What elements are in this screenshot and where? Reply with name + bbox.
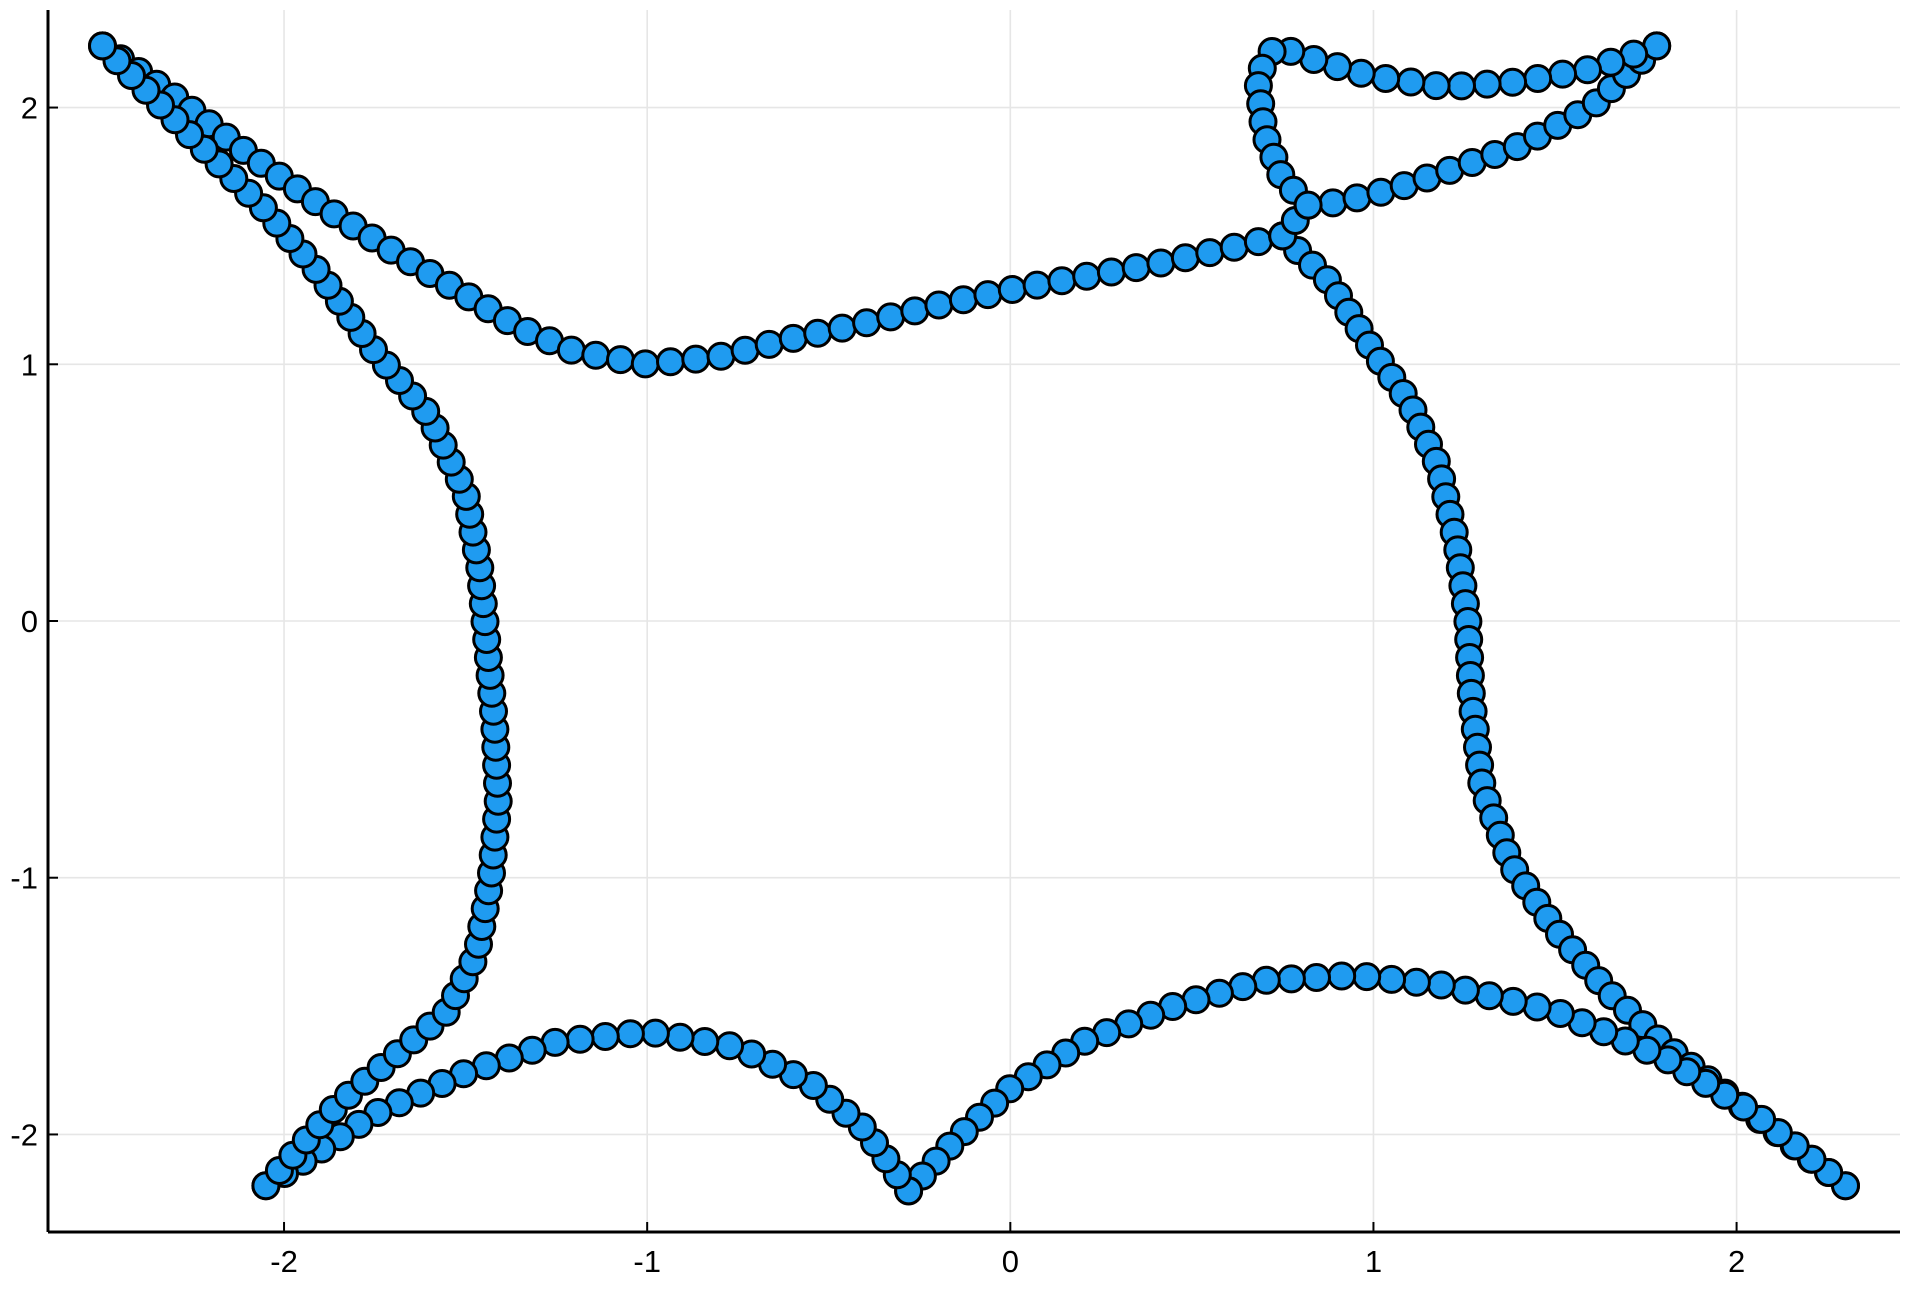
data-point <box>1573 55 1602 85</box>
data-point <box>681 344 711 374</box>
data-point <box>1352 962 1382 992</box>
data-point <box>1548 59 1578 89</box>
data-point <box>1146 248 1176 278</box>
data-point <box>1474 981 1504 1011</box>
data-point <box>1346 58 1376 88</box>
data-point <box>1251 965 1281 995</box>
data-point <box>1072 261 1102 291</box>
data-point <box>1401 967 1431 997</box>
data-point <box>1318 188 1348 218</box>
data-point <box>1022 270 1052 300</box>
data-point <box>1096 257 1126 287</box>
data-point <box>948 285 978 315</box>
data-point <box>1522 992 1552 1022</box>
data-point <box>852 308 882 338</box>
x-tick-label: -2 <box>270 1244 298 1279</box>
data-point <box>1450 975 1480 1005</box>
data-point <box>630 349 660 379</box>
data-point <box>1302 963 1331 992</box>
data-point <box>1396 67 1426 97</box>
data-point <box>997 275 1027 304</box>
data-point <box>1219 232 1249 262</box>
data-point <box>565 1024 595 1054</box>
data-point <box>1426 970 1456 1000</box>
y-tick-label: 1 <box>21 347 38 382</box>
y-tick-label: 2 <box>21 91 38 126</box>
data-point <box>615 1019 645 1049</box>
data-point <box>754 329 784 359</box>
data-point <box>1276 964 1306 994</box>
data-point <box>665 1022 695 1052</box>
data-point <box>556 335 586 365</box>
data-point <box>1447 71 1476 101</box>
x-tick-label: -1 <box>633 1244 661 1279</box>
data-point <box>715 1031 745 1061</box>
data-point <box>1204 978 1234 1008</box>
data-point <box>1322 52 1352 82</box>
data-point <box>88 31 117 61</box>
data-point <box>924 290 954 320</box>
data-point <box>1377 964 1407 994</box>
data-point <box>1421 71 1451 101</box>
data-point <box>606 345 635 375</box>
tick-labels: -2 -1 0 1 2 2 1 0 -1 -2 <box>10 91 1745 1279</box>
y-tick-label: -2 <box>10 1117 38 1152</box>
y-tick-label: -1 <box>10 861 38 896</box>
data-point <box>1523 64 1553 93</box>
data-point <box>1170 243 1200 273</box>
scatter-markers <box>88 31 1860 1206</box>
data-point <box>1243 227 1273 257</box>
data-point <box>1342 183 1372 213</box>
data-point <box>1472 69 1502 99</box>
data-point <box>1047 266 1077 296</box>
data-point <box>1498 67 1528 97</box>
data-point <box>590 1022 620 1051</box>
data-point <box>900 296 930 326</box>
data-point <box>1121 253 1151 283</box>
data-point <box>730 335 760 365</box>
data-point <box>640 1018 670 1048</box>
data-point <box>1195 238 1225 268</box>
data-point <box>778 323 808 353</box>
data-point <box>706 341 736 371</box>
x-tick-label: 1 <box>1365 1244 1382 1279</box>
y-tick-label: 0 <box>21 604 38 639</box>
axes <box>46 10 1900 1234</box>
data-point <box>876 302 906 332</box>
data-point <box>1327 961 1357 991</box>
data-point <box>656 347 685 377</box>
data-point <box>1293 190 1323 220</box>
x-tick-label: 0 <box>1002 1244 1019 1279</box>
data-point <box>827 313 857 343</box>
data-point <box>1228 972 1258 1002</box>
data-point <box>973 280 1003 310</box>
data-point <box>581 340 611 370</box>
data-point <box>803 318 833 348</box>
x-tick-label: 2 <box>1728 1244 1745 1279</box>
data-point <box>1371 64 1401 93</box>
data-point <box>690 1027 720 1056</box>
data-point <box>1498 986 1528 1016</box>
